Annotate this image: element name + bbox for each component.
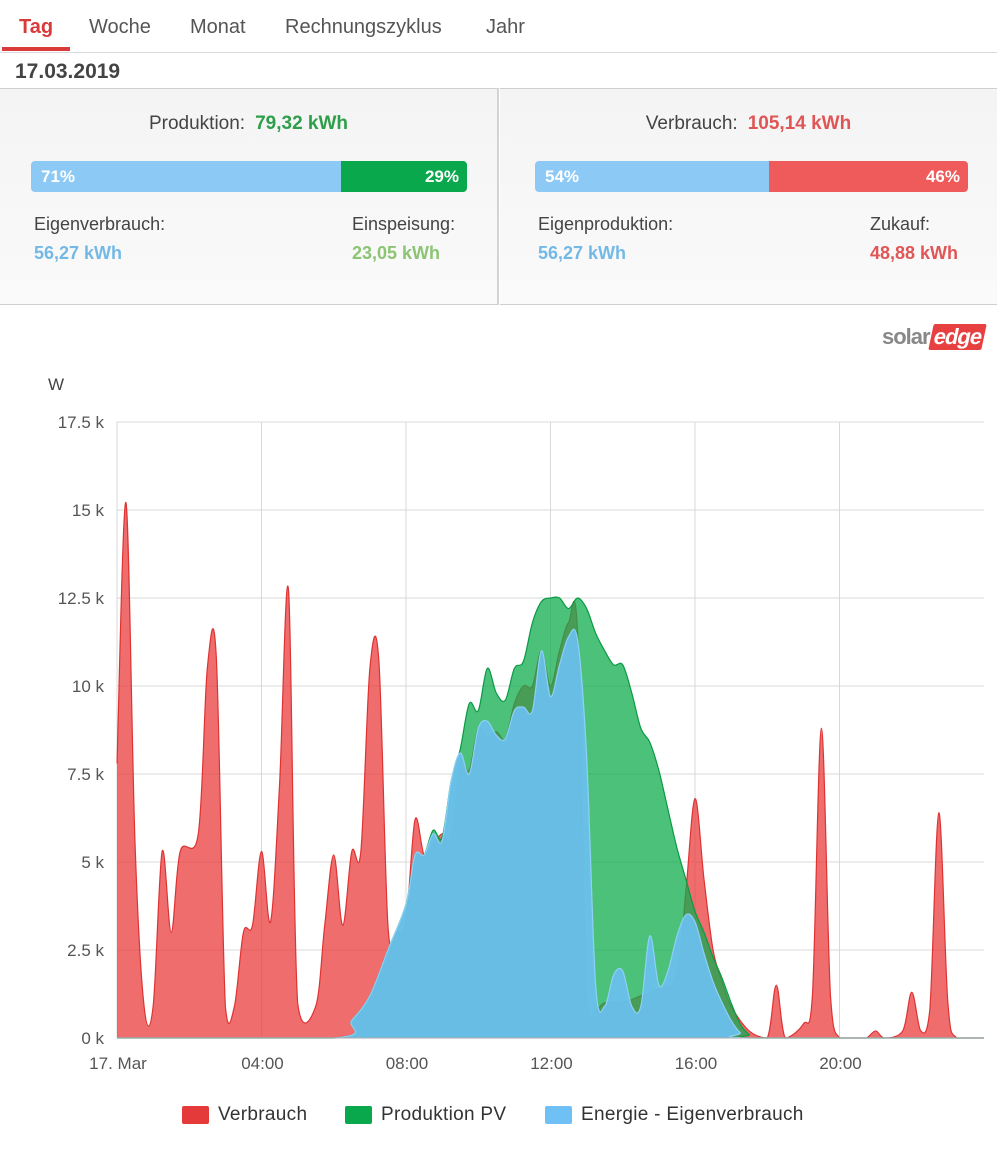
production-split-bar: 71% 29% — [31, 161, 467, 192]
production-label: Produktion: — [148, 113, 246, 134]
purchase-label: Zukauf: — [870, 214, 931, 234]
y-tick-label: 12.5 k — [58, 589, 105, 608]
power-chart: W 0 k 2.5 k 5 k 7.5 k 10 k 12.5 k 15 k 17.5 k 17.… — [48, 375, 984, 1073]
consumption-label: Verbrauch: — [645, 113, 738, 134]
production-value: 79,32 kWh — [255, 113, 349, 134]
feed-in-percent: 29% — [424, 167, 459, 186]
tab-week[interactable]: Woche — [89, 16, 151, 38]
self-production-segment: 54% — [535, 161, 769, 192]
legend-label-self-consumption: Energie - Eigenverbrauch — [581, 1104, 804, 1125]
self-production-percent: 54% — [545, 167, 580, 186]
consumption-value: 105,14 kWh — [747, 113, 852, 134]
x-tick-label: 12:00 — [530, 1054, 573, 1073]
y-tick-label: 5 k — [81, 853, 104, 872]
legend-item-consumption[interactable]: Verbrauch — [182, 1104, 307, 1126]
logo-text-edge: edge — [927, 324, 987, 350]
y-tick-label: 10 k — [72, 677, 105, 696]
y-tick-label: 17.5 k — [58, 413, 105, 432]
legend-item-self-consumption[interactable]: Energie - Eigenverbrauch — [545, 1104, 804, 1126]
period-tabs: Tag Woche Monat Rechnungszyklus Jahr — [0, 0, 997, 53]
legend-swatch-consumption — [182, 1106, 209, 1124]
legend-label-production: Produktion PV — [381, 1104, 507, 1125]
self-consumption-value: 56,27 kWh — [34, 243, 123, 263]
x-tick-label: 17. Mar — [89, 1054, 147, 1073]
consumption-split-bar: 54% 46% — [535, 161, 968, 192]
series-area-3 — [117, 629, 984, 1038]
legend-swatch-self-consumption — [545, 1106, 572, 1124]
tab-day[interactable]: Tag — [19, 16, 54, 38]
feed-in-label: Einspeisung: — [352, 214, 456, 234]
y-tick-label: 7.5 k — [67, 765, 104, 784]
feed-in-segment: 29% — [340, 161, 467, 192]
self-consumption-segment: 71% — [31, 161, 341, 192]
feed-in-value: 23,05 kWh — [352, 243, 441, 263]
y-tick-label: 0 k — [81, 1029, 104, 1048]
y-tick-label: 15 k — [72, 501, 105, 520]
self-consumption-label: Eigenverbrauch: — [34, 214, 166, 234]
tab-month[interactable]: Monat — [190, 16, 246, 38]
legend-swatch-production — [345, 1106, 372, 1124]
consumption-panel: Verbrauch: 105,14 kWh 54% 46% Eigenproduk… — [500, 88, 997, 305]
self-production-value: 56,27 kWh — [538, 243, 627, 263]
solaredge-logo: solar edge — [882, 324, 987, 350]
purchase-segment: 46% — [768, 161, 968, 192]
x-tick-label: 04:00 — [241, 1054, 284, 1073]
self-production-label: Eigenproduktion: — [538, 214, 674, 234]
active-tab-indicator — [2, 47, 70, 51]
x-tick-label: 08:00 — [386, 1054, 429, 1073]
consumption-title: Verbrauch: 105,14 kWh — [500, 113, 997, 135]
production-title: Produktion: 79,32 kWh — [0, 113, 497, 135]
x-tick-label: 16:00 — [675, 1054, 718, 1073]
production-panel: Produktion: 79,32 kWh 71% 29% Eigenverbra… — [0, 88, 499, 305]
chart-legend: Verbrauch Produktion PV Energie - Eigenv… — [0, 1104, 997, 1134]
legend-label-consumption: Verbrauch — [218, 1104, 308, 1125]
series-line-3 — [117, 628, 984, 1039]
purchase-percent: 46% — [925, 167, 960, 186]
tab-year[interactable]: Jahr — [486, 16, 525, 38]
y-tick-label: 2.5 k — [67, 941, 104, 960]
x-tick-label: 20:00 — [819, 1054, 862, 1073]
self-consumption-percent: 71% — [41, 167, 76, 186]
purchase-value: 48,88 kWh — [870, 243, 959, 263]
y-axis-unit: W — [48, 375, 64, 394]
selected-date: 17.03.2019 — [15, 60, 121, 83]
legend-item-production[interactable]: Produktion PV — [345, 1104, 506, 1126]
logo-text-solar: solar — [882, 324, 931, 349]
tab-billing-cycle[interactable]: Rechnungszyklus — [285, 16, 442, 38]
